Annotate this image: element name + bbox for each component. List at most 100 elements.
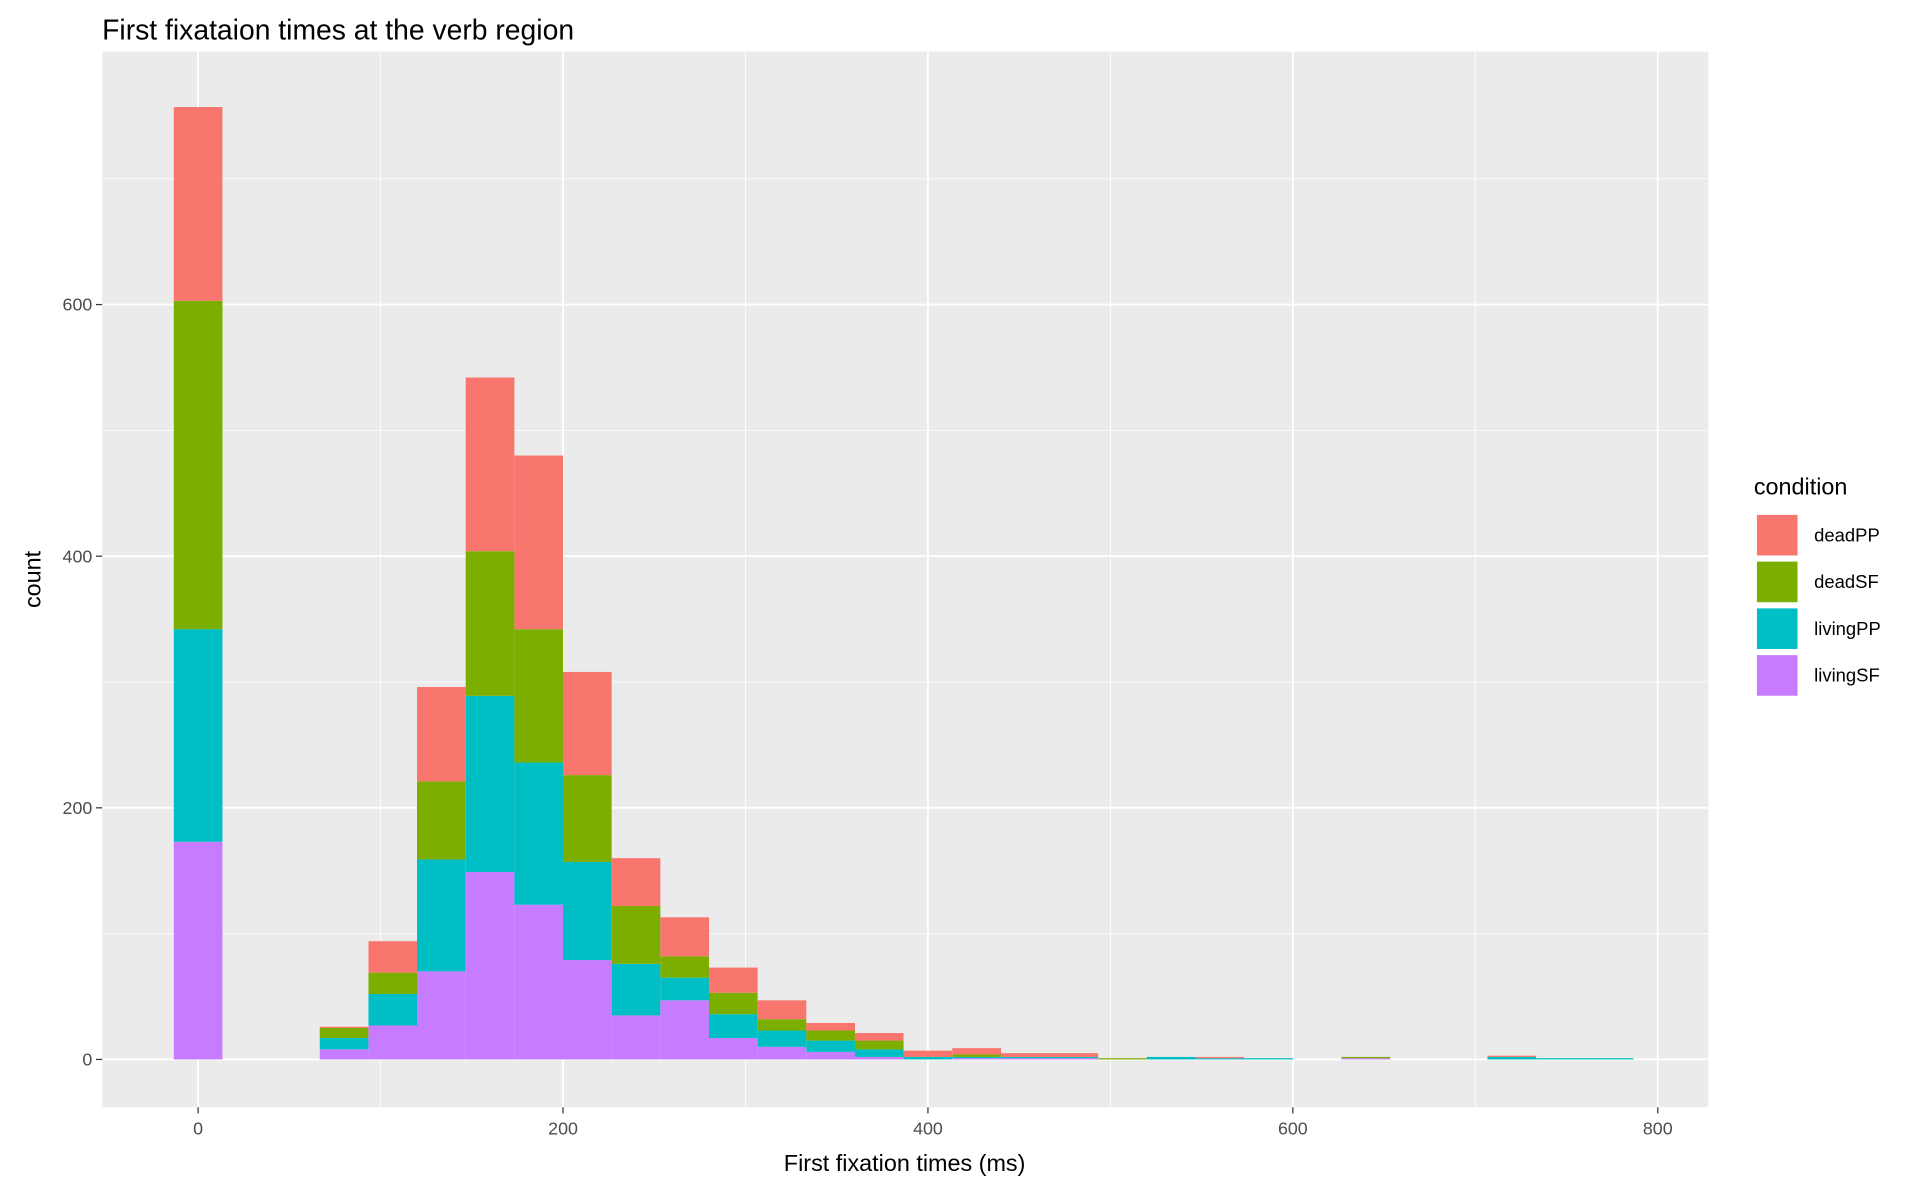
x-tick-label: 200	[548, 1118, 578, 1138]
bar-livingSF	[854, 1056, 904, 1060]
bar-livingSF	[173, 841, 223, 1060]
bar-livingPP	[806, 1040, 856, 1052]
bar-deadSF	[806, 1030, 856, 1041]
legend-label: deadPP	[1814, 524, 1880, 545]
bar-livingSF	[660, 1000, 710, 1060]
y-tick-label: 200	[63, 798, 93, 818]
bar-livingSF	[757, 1046, 807, 1060]
bar-livingPP	[319, 1038, 369, 1050]
bar-livingPP	[1536, 1058, 1585, 1060]
bar-livingPP	[660, 977, 710, 1001]
bar-deadPP	[757, 1000, 807, 1020]
bar-livingPP	[611, 963, 661, 1016]
legend-title: condition	[1754, 474, 1848, 500]
bar-deadSF	[611, 905, 661, 964]
bar-deadPP	[514, 455, 564, 630]
bar-deadSF	[660, 956, 710, 978]
plot-panel	[102, 51, 1709, 1108]
bar-livingSF	[806, 1051, 856, 1060]
bar-deadPP	[562, 671, 612, 776]
x-axis-title: First fixation times (ms)	[784, 1150, 1026, 1176]
bar-deadPP	[806, 1022, 856, 1031]
legend-key-livingPP	[1755, 607, 1799, 651]
bar-deadPP	[319, 1026, 369, 1028]
bar-deadPP	[465, 377, 515, 552]
bar-livingPP	[952, 1056, 1001, 1059]
bar-livingPP	[854, 1049, 904, 1057]
bar-deadPP	[368, 941, 418, 973]
x-tick-label: 800	[1643, 1118, 1673, 1138]
legend-key-livingSF	[1755, 653, 1799, 697]
bar-livingSF	[562, 960, 612, 1060]
bar-deadSF	[368, 972, 418, 995]
bar-livingSF	[368, 1025, 418, 1060]
bar-deadSF	[708, 992, 758, 1015]
y-tick-label: 600	[63, 295, 93, 315]
bars	[173, 107, 1634, 1060]
bar-deadPP	[1195, 1056, 1245, 1059]
bar-deadSF	[952, 1054, 1001, 1057]
bar-livingPP	[368, 994, 418, 1026]
bar-deadPP	[417, 687, 466, 782]
bar-deadSF	[417, 781, 466, 860]
x-tick-label: 0	[193, 1118, 203, 1138]
legend-key-deadSF	[1755, 560, 1799, 604]
bar-livingPP	[1487, 1056, 1537, 1060]
bar-deadSF	[562, 775, 612, 862]
y-tick-label: 400	[63, 546, 93, 566]
bar-livingPP	[1244, 1058, 1293, 1060]
chart-title: First fixataion times at the verb region	[102, 13, 574, 45]
bar-livingPP	[465, 695, 515, 872]
bar-deadPP	[173, 107, 223, 301]
bar-livingSF	[611, 1015, 661, 1060]
bar-deadPP	[660, 917, 710, 957]
bar-livingPP	[903, 1056, 953, 1060]
bar-livingPP	[562, 861, 612, 961]
bar-deadSF	[319, 1027, 369, 1039]
bar-deadSF	[465, 551, 515, 696]
legend-label: livingPP	[1814, 618, 1881, 639]
bar-livingSF	[1341, 1058, 1391, 1060]
x-tick-label: 600	[1278, 1118, 1308, 1138]
bar-deadPP	[952, 1048, 1001, 1055]
bar-deadPP	[1000, 1053, 1050, 1057]
bar-livingPP	[757, 1030, 807, 1047]
bar-livingSF	[1049, 1058, 1099, 1060]
bar-deadSF	[854, 1040, 904, 1050]
bar-deadPP	[708, 967, 758, 993]
bar-livingPP	[514, 762, 564, 905]
bar-livingSF	[952, 1058, 1001, 1060]
bar-deadSF	[757, 1019, 807, 1031]
bar-deadSF	[173, 300, 223, 630]
bar-deadSF	[514, 629, 564, 763]
bar-livingPP	[1000, 1056, 1050, 1059]
bar-livingSF	[708, 1038, 758, 1060]
bar-livingPP	[1146, 1056, 1196, 1060]
bar-livingSF	[465, 871, 515, 1060]
bar-livingPP	[417, 859, 466, 972]
bar-livingPP	[1049, 1056, 1099, 1059]
legend-label: deadSF	[1814, 571, 1879, 592]
bar-livingPP	[1584, 1058, 1634, 1060]
bar-deadPP	[903, 1050, 953, 1057]
y-tick-label: 0	[82, 1050, 92, 1070]
x-tick-label: 400	[913, 1118, 943, 1138]
bar-livingPP	[1195, 1058, 1245, 1060]
bar-deadPP	[854, 1033, 904, 1041]
bar-livingPP	[708, 1014, 758, 1039]
bar-livingSF	[1000, 1058, 1050, 1060]
bar-deadPP	[1049, 1053, 1099, 1057]
y-axis-title: count	[20, 550, 46, 608]
bar-livingSF	[319, 1049, 369, 1060]
bar-deadPP	[1487, 1055, 1537, 1057]
legend-label: livingSF	[1814, 665, 1880, 686]
legend: condition deadPP deadSF livingPP livingSF	[1754, 474, 1881, 697]
axes: 0 200 400 600 800 0 200 400 600	[63, 295, 1673, 1139]
bar-deadPP	[611, 858, 661, 906]
bar-livingPP	[173, 629, 223, 842]
legend-key-deadPP	[1755, 513, 1799, 557]
bar-deadSF	[1098, 1058, 1147, 1060]
bar-livingSF	[514, 904, 564, 1060]
bar-livingSF	[417, 971, 466, 1060]
